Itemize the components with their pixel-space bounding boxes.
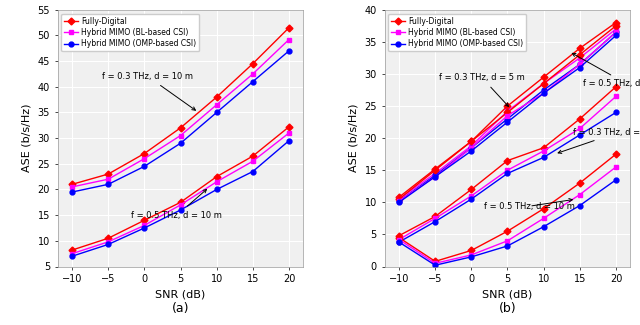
Text: (b): (b) (499, 303, 516, 316)
Y-axis label: ASE (b/s/Hz): ASE (b/s/Hz) (22, 104, 32, 172)
Text: f = 0.3 THz, d = 10 m: f = 0.3 THz, d = 10 m (558, 128, 640, 153)
Text: (a): (a) (172, 303, 189, 316)
Legend: Fully-Digital, Hybrid MIMO (BL-based CSI), Hybrid MIMO (OMP-based CSI): Fully-Digital, Hybrid MIMO (BL-based CSI… (388, 14, 527, 51)
Text: f = 0.3 THz, d = 10 m: f = 0.3 THz, d = 10 m (102, 72, 195, 110)
Text: f = 0.5 THz, d = 10 m: f = 0.5 THz, d = 10 m (484, 199, 575, 211)
X-axis label: SNR (dB): SNR (dB) (156, 290, 205, 300)
Text: f = 0.3 THz, d = 5 m: f = 0.3 THz, d = 5 m (439, 73, 525, 106)
Y-axis label: ASE (b/s/Hz): ASE (b/s/Hz) (349, 104, 359, 172)
Text: f = 0.5 THz, d = 5 m: f = 0.5 THz, d = 5 m (572, 53, 640, 88)
Text: f = 0.5 THz, d = 10 m: f = 0.5 THz, d = 10 m (131, 189, 222, 220)
X-axis label: SNR (dB): SNR (dB) (483, 290, 532, 300)
Legend: Fully-Digital, Hybrid MIMO (BL-based CSI), Hybrid MIMO (OMP-based CSI): Fully-Digital, Hybrid MIMO (BL-based CSI… (61, 14, 200, 51)
